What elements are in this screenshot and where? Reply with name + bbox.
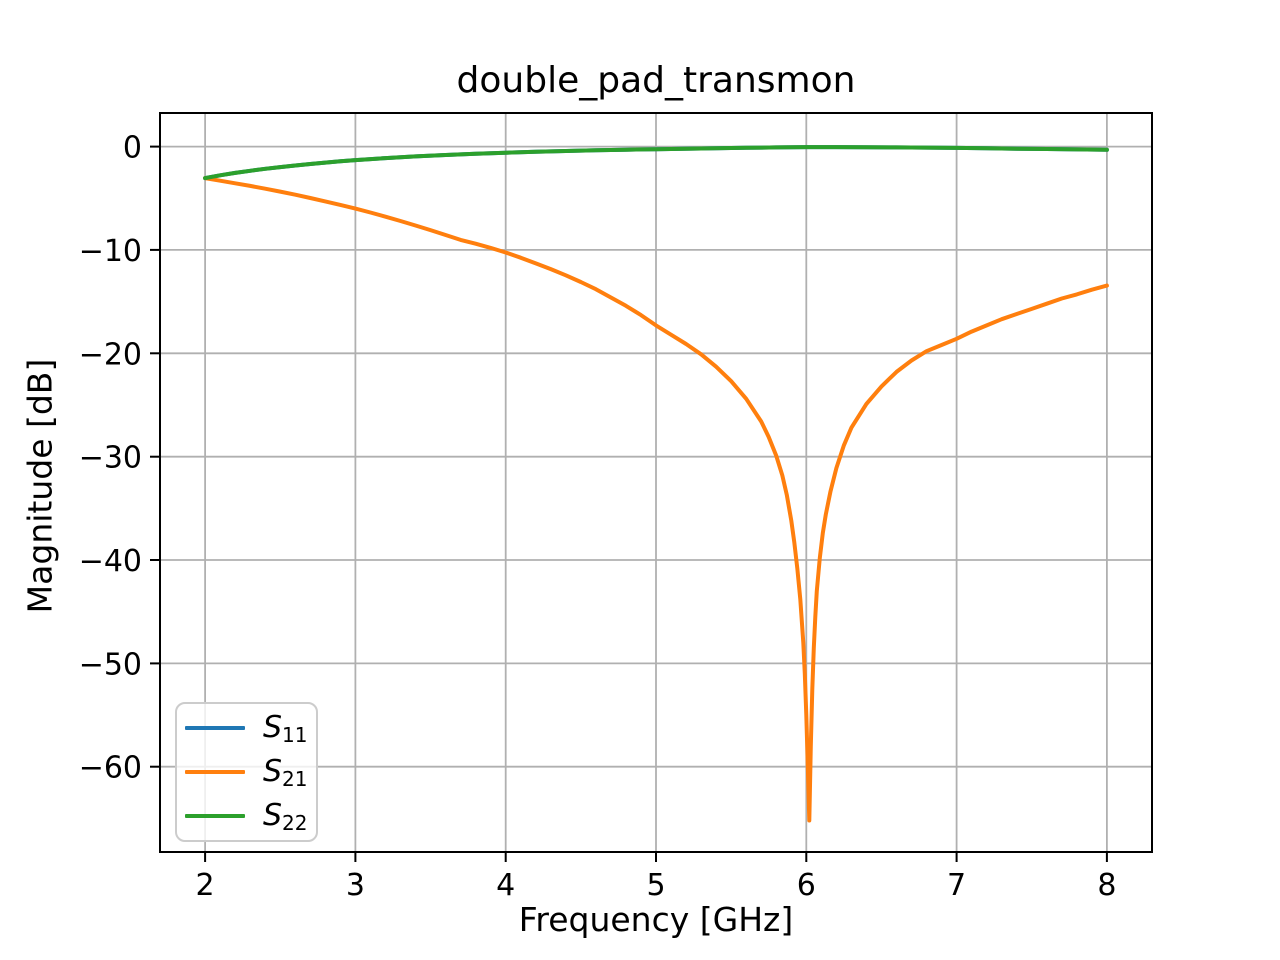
y-tick-label: −20 [79,337,142,372]
s11-line-swatch [185,726,245,730]
legend-item-s11: S11 [177,707,316,749]
s22-line-swatch [185,814,245,818]
x-axis-label: Frequency [GHz] [518,900,794,939]
s21-line-swatch [185,770,245,774]
y-tick-label: −60 [79,751,142,786]
s22-curve [203,145,1109,181]
legend-label-s21: S21 [263,754,308,791]
x-tick-label: 4 [496,868,515,903]
x-tick-label: 7 [947,868,966,903]
legend: S11 S21 S22 [175,702,318,842]
legend-item-s22: S22 [177,795,316,837]
y-tick-label: −40 [79,544,142,579]
legend-label-s11: S11 [263,710,308,747]
y-tick-label: −10 [79,234,142,269]
y-tick-label: 0 [123,131,142,166]
x-tick-label: 6 [797,868,816,903]
legend-label-s22: S22 [263,798,308,835]
y-tick-label: −30 [79,441,142,476]
x-tick-label: 5 [646,868,665,903]
chart-title: double_pad_transmon [456,60,856,101]
s21-curve [203,176,1109,823]
legend-item-s21: S21 [177,751,316,793]
x-tick-label: 8 [1097,868,1116,903]
y-tick-label: −50 [79,647,142,682]
x-tick-label: 3 [346,868,365,903]
y-axis-label: Magnitude [dB] [20,358,60,614]
x-tick-label: 2 [196,868,215,903]
